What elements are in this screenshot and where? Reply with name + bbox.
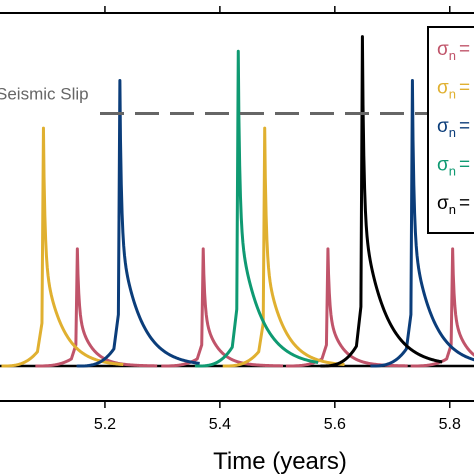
reference-line-group: Seismic Slip [0, 84, 474, 115]
seismic-slip-label: Seismic Slip [0, 84, 89, 103]
series-4-peak-0 [318, 35, 443, 368]
x-axis-label: Time (years) [213, 448, 347, 474]
series-2-peak-0 [76, 79, 201, 368]
x-tick-label-1: 5.4 [209, 416, 231, 433]
series-2-peak-1 [368, 79, 474, 368]
x-tick-label-0: 5.2 [94, 416, 116, 433]
legend-label-0: σn = [437, 39, 470, 63]
legend-label-3: σn = [437, 155, 470, 179]
series-0-peak-0 [33, 247, 158, 368]
legend-box [427, 26, 474, 234]
series-0-peak-1 [159, 247, 284, 368]
x-tick-label-3: 5.8 [439, 416, 461, 433]
legend-label-2: σn = [437, 116, 470, 140]
legend: σn = σn = σn = σn = σn = [427, 26, 474, 234]
x-tick-label-2: 5.6 [324, 416, 346, 433]
legend-label-1: σn = [437, 78, 470, 102]
series-1-peak-0 [0, 126, 124, 368]
legend-label-4: σn = [437, 193, 470, 217]
axes-group: 5.2 5.4 5.6 5.8 Time (years) [0, 6, 474, 474]
series-curves [0, 35, 474, 368]
series-3-peak-0 [194, 49, 319, 368]
series-0-peak-3 [409, 247, 474, 368]
series-1-peak-1 [221, 126, 346, 368]
